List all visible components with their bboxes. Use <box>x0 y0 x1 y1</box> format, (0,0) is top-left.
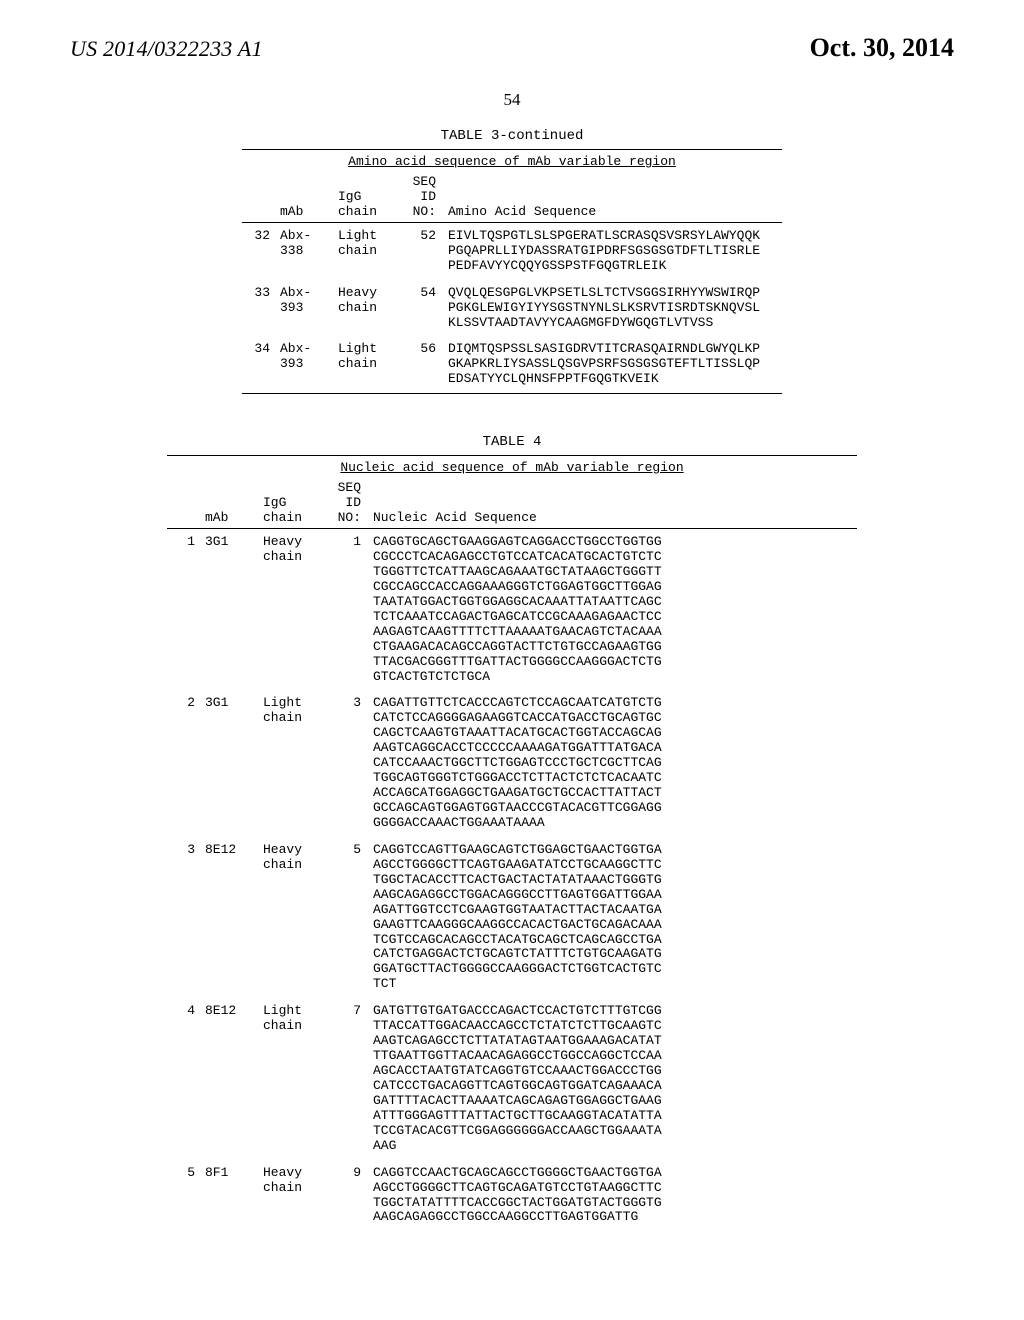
table3-caption: TABLE 3-continued <box>242 128 782 144</box>
seq-id-no: 54 <box>400 280 446 337</box>
mab-name: 8E12 <box>203 998 261 1159</box>
seq-id-no: 7 <box>325 998 371 1159</box>
sequence: CAGATTGTTCTCACCCAGTCTCCAGCAATCATGTCTGCAT… <box>371 690 857 836</box>
row-index: 34 <box>242 336 278 393</box>
th-seq: Nucleic Acid Sequence <box>371 479 857 528</box>
mab-name: 3G1 <box>203 529 261 690</box>
seq-id-no: 1 <box>325 529 371 690</box>
mab-name: 3G1 <box>203 690 261 836</box>
chain-type: Lightchain <box>261 998 325 1159</box>
sequence: QVQLQESGPGLVKPSETLSLTCTVSGGSIRHYYWSWIRQP… <box>446 280 782 337</box>
table4-caption: TABLE 4 <box>167 434 857 450</box>
publication-date: Oct. 30, 2014 <box>810 33 954 63</box>
seq-id-no: 3 <box>325 690 371 836</box>
sequence: CAGGTCCAACTGCAGCAGCCTGGGGCTGAACTGGTGAAGC… <box>371 1160 857 1232</box>
page-number: 54 <box>0 90 1024 110</box>
publication-number: US 2014/0322233 A1 <box>70 36 263 62</box>
chain-type: Lightchain <box>336 336 400 393</box>
chain-type: Heavychain <box>261 1160 325 1232</box>
mab-name: 8F1 <box>203 1160 261 1232</box>
row-index: 3 <box>167 837 203 998</box>
mab-name: Abx-393 <box>278 336 336 393</box>
sequence: EIVLTQSPGTLSLSPGERATLSCRASQSVSRSYLAWYQQK… <box>446 223 782 280</box>
th-seqid: SEQIDNO: <box>325 479 371 528</box>
seq-id-no: 5 <box>325 837 371 998</box>
sequence: DIQMTQSPSSLSASIGDRVTITCRASQAIRNDLGWYQLKP… <box>446 336 782 393</box>
chain-type: Lightchain <box>336 223 400 280</box>
th-chain: IgGchain <box>261 479 325 528</box>
table-4: TABLE 4 Nucleic acid sequence of mAb var… <box>167 434 857 1231</box>
mab-name: Abx-393 <box>278 280 336 337</box>
row-index: 1 <box>167 529 203 690</box>
chain-type: Heavychain <box>261 529 325 690</box>
chain-type: Heavychain <box>261 837 325 998</box>
chain-type: Heavychain <box>336 280 400 337</box>
th-seqid: SEQIDNO: <box>400 173 446 222</box>
row-index: 32 <box>242 223 278 280</box>
seq-id-no: 9 <box>325 1160 371 1232</box>
th-mab: mAb <box>278 173 336 222</box>
mab-name: 8E12 <box>203 837 261 998</box>
sequence: CAGGTCCAGTTGAAGCAGTCTGGAGCTGAACTGGTGAAGC… <box>371 837 857 998</box>
table3-title: Amino acid sequence of mAb variable regi… <box>242 154 782 169</box>
row-index: 5 <box>167 1160 203 1232</box>
th-mab: mAb <box>203 479 261 528</box>
th-seq: Amino Acid Sequence <box>446 173 782 222</box>
table-3-continued: TABLE 3-continued Amino acid sequence of… <box>242 128 782 394</box>
row-index: 33 <box>242 280 278 337</box>
sequence: CAGGTGCAGCTGAAGGAGTCAGGACCTGGCCTGGTGGCGC… <box>371 529 857 690</box>
chain-type: Lightchain <box>261 690 325 836</box>
row-index: 4 <box>167 998 203 1159</box>
row-index: 2 <box>167 690 203 836</box>
seq-id-no: 52 <box>400 223 446 280</box>
mab-name: Abx-338 <box>278 223 336 280</box>
table4-title: Nucleic acid sequence of mAb variable re… <box>167 460 857 475</box>
th-chain: IgGchain <box>336 173 400 222</box>
seq-id-no: 56 <box>400 336 446 393</box>
sequence: GATGTTGTGATGACCCAGACTCCACTGTCTTTGTCGGTTA… <box>371 998 857 1159</box>
